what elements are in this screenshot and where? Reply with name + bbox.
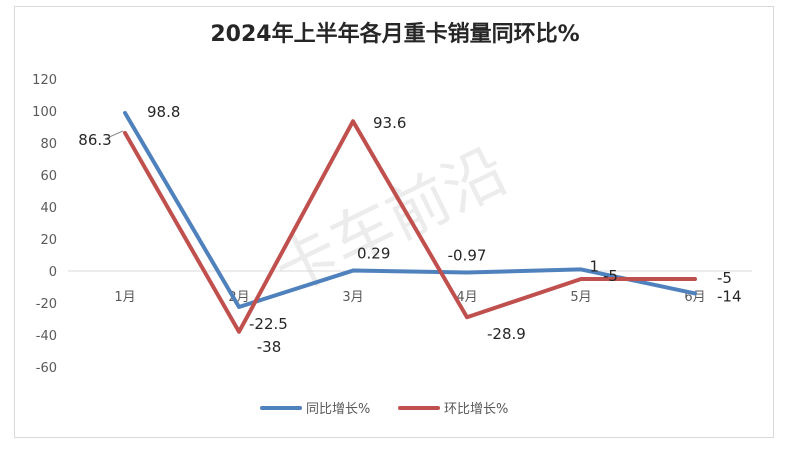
data-label: -0.97 [448,247,487,265]
data-label: 1 [589,257,599,275]
data-label: -14 [717,287,742,305]
chart-title: 2024年上半年各月重卡销量同环比% [210,22,580,47]
x-tick-label: 4月 [456,290,477,305]
y-tick-label: -20 [36,297,57,312]
data-label: 93.6 [373,114,406,132]
series-line-2 [123,119,697,334]
y-tick-label: 40 [40,201,57,216]
y-tick-label: 100 [32,105,57,120]
data-label: -38 [257,338,282,356]
y-tick-label: -60 [36,361,57,376]
chart-frame [14,6,774,438]
y-tick-label: 20 [40,233,57,248]
series-line-1 [123,110,697,309]
x-tick-label: 5月 [570,290,591,305]
data-label: -5 [603,267,618,285]
data-label: 86.3 [78,131,111,149]
y-tick-label: 60 [40,169,57,184]
data-label: -22.5 [249,315,288,333]
y-tick-label: 120 [32,73,57,88]
x-tick-label: 3月 [342,290,363,305]
data-label: 0.29 [357,245,390,263]
data-label: -5 [717,269,732,287]
data-label: 98.8 [147,103,180,121]
legend-label: 同比增长% [306,402,370,417]
label-leader-line [104,130,124,140]
y-tick-label: 80 [40,137,57,152]
y-tick-label: -40 [36,329,57,344]
legend-label: 环比增长% [444,402,508,417]
x-tick-label: 1月 [114,290,135,305]
data-label: -28.9 [487,325,526,343]
y-tick-label: 0 [49,265,57,280]
